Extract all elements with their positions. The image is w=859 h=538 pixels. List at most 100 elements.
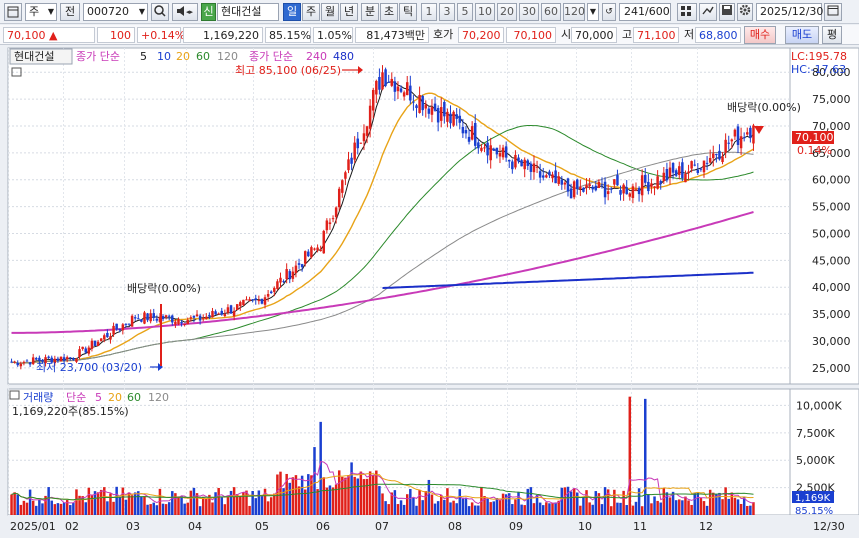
volume-current-tag-text: 1,169K [795, 493, 831, 504]
candle-body [634, 189, 638, 191]
calendar-icon[interactable] [824, 3, 842, 21]
interval-5[interactable]: 5 [457, 3, 473, 21]
candle-body [127, 323, 131, 325]
x-tick-label: 03 [126, 520, 140, 533]
period-week[interactable]: 주 [302, 3, 320, 21]
candle-body [647, 181, 650, 192]
x-tick-label: 04 [188, 520, 202, 533]
volume-bar [712, 492, 715, 515]
period-year[interactable]: 년 [340, 3, 358, 21]
volume-title: 거래량 [23, 391, 53, 404]
candle-body [223, 314, 227, 317]
volume-bar [294, 475, 298, 515]
stock-label-box[interactable] [9, 48, 73, 65]
volume-bar [705, 505, 709, 515]
sell-button[interactable]: 매도 [785, 26, 819, 44]
candle-body [269, 291, 273, 294]
reset-icon[interactable]: ↺ [602, 3, 616, 21]
volume-bar [137, 491, 140, 515]
candle-body [526, 160, 530, 166]
volume-bar [232, 487, 236, 515]
period-month[interactable]: 월 [321, 3, 339, 21]
high-price: 71,100 [633, 27, 679, 43]
candle-body [217, 313, 220, 315]
grid-settings-icon[interactable] [677, 3, 697, 21]
volume-bar [167, 502, 171, 515]
period-minute[interactable]: 분 [361, 3, 379, 21]
period-second[interactable]: 초 [380, 3, 398, 21]
volume-bar [752, 502, 755, 515]
count-input[interactable]: 241/600 [619, 3, 671, 21]
date-input[interactable]: 2025/12/30 [756, 3, 823, 21]
volume-bar [656, 500, 659, 515]
interval-60[interactable]: 60 [541, 3, 561, 21]
volume-bar [171, 491, 174, 515]
candle-body [10, 361, 13, 363]
volume-bar [387, 504, 390, 515]
candle-body [149, 313, 152, 322]
price-tick-label: 80,000 [812, 66, 851, 79]
volume-panel-list-icon[interactable] [9, 390, 20, 400]
stock-name-field[interactable]: 현대건설 [217, 3, 279, 21]
interval-1[interactable]: 1 [421, 3, 437, 21]
period-day[interactable]: 일 [283, 3, 301, 21]
volume-bar [504, 494, 508, 515]
volume-bar [498, 500, 502, 515]
interval-20[interactable]: 20 [497, 3, 517, 21]
volume-bar [149, 504, 152, 515]
volume-bar [59, 503, 63, 515]
interval-30[interactable]: 30 [519, 3, 539, 21]
volume-bar [687, 500, 690, 515]
volume-bar [75, 489, 78, 515]
speaker-icon[interactable]: ◂▸ [172, 3, 198, 21]
candle-body [554, 170, 557, 184]
candle-body [254, 298, 258, 300]
candle-body [501, 147, 505, 158]
candle-body [192, 315, 196, 318]
volume-tick-label: 10,000K [796, 399, 842, 412]
candle-body [535, 166, 539, 168]
draw-tool-icon[interactable] [699, 3, 717, 21]
gear-icon[interactable] [737, 3, 753, 21]
panel-list-icon[interactable] [11, 67, 22, 77]
volume-bar [235, 494, 239, 515]
buy-button[interactable]: 매수 [744, 26, 776, 44]
candle-body [585, 184, 588, 188]
chart-area[interactable]: 80,000 75,000 70,000 65,000 60,000 55,000 50,0… [0, 46, 859, 535]
volume-bar [22, 500, 26, 515]
interval-3[interactable]: 3 [439, 3, 455, 21]
candle-body [708, 157, 712, 163]
chart-window-icon[interactable] [4, 3, 22, 21]
candle-body [331, 218, 335, 220]
chevron-down-icon: ▼ [47, 7, 54, 16]
candle-body [613, 179, 616, 185]
search-icon[interactable] [151, 3, 169, 21]
candle-body [44, 357, 47, 364]
interval-120[interactable]: 120 [563, 3, 585, 21]
volume-bar [591, 504, 594, 515]
x-tick-label: 05 [255, 520, 269, 533]
volume-bar [300, 475, 304, 515]
candle-body [684, 173, 687, 183]
volume-bar [628, 396, 632, 515]
price-chart-svg[interactable]: 80,000 75,000 70,000 65,000 60,000 55,000 50,0… [0, 46, 859, 535]
type-select[interactable]: 주 ▼ [25, 3, 57, 21]
candle-body [226, 307, 230, 313]
volume-bar [350, 462, 353, 515]
prev-button[interactable]: 전 [60, 3, 80, 21]
price-tick-label: 45,000 [812, 254, 851, 267]
candle-body [35, 358, 38, 360]
volume-bar [523, 505, 526, 515]
save-icon[interactable] [719, 3, 735, 21]
interval-dropdown-icon[interactable]: ▼ [587, 3, 599, 21]
interval-10[interactable]: 10 [475, 3, 495, 21]
high-arrow-head [358, 66, 363, 74]
candle-body [606, 191, 610, 195]
candle-body [415, 105, 418, 109]
volume-bar [473, 505, 477, 515]
candle-body [467, 136, 471, 142]
code-input[interactable]: 000720 ▼ [83, 3, 148, 21]
candle-body [266, 294, 270, 297]
eval-button[interactable]: 평 [822, 26, 842, 44]
period-tick[interactable]: 틱 [399, 3, 417, 21]
